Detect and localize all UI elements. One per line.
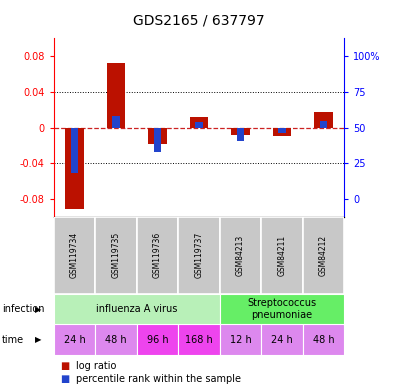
Bar xyxy=(95,324,137,355)
Bar xyxy=(303,324,344,355)
Bar xyxy=(137,324,178,355)
Bar xyxy=(220,324,261,355)
Bar xyxy=(154,127,161,152)
Bar xyxy=(195,122,203,127)
Bar xyxy=(95,217,137,294)
Bar xyxy=(65,127,84,209)
Bar xyxy=(148,127,167,144)
Text: 48 h: 48 h xyxy=(313,335,334,345)
Text: 12 h: 12 h xyxy=(230,335,252,345)
Bar xyxy=(137,217,178,294)
Bar xyxy=(273,127,291,136)
Bar xyxy=(190,117,208,127)
Text: 96 h: 96 h xyxy=(147,335,168,345)
Text: ■: ■ xyxy=(60,361,69,371)
Bar xyxy=(178,217,220,294)
Text: GSM119734: GSM119734 xyxy=(70,232,79,278)
Text: GSM84212: GSM84212 xyxy=(319,235,328,276)
Text: GSM119737: GSM119737 xyxy=(195,232,203,278)
Text: 48 h: 48 h xyxy=(105,335,127,345)
Text: log ratio: log ratio xyxy=(76,361,116,371)
Text: GSM84211: GSM84211 xyxy=(277,235,287,276)
Text: 168 h: 168 h xyxy=(185,335,213,345)
Bar xyxy=(178,324,220,355)
Text: percentile rank within the sample: percentile rank within the sample xyxy=(76,374,241,384)
Text: GSM119736: GSM119736 xyxy=(153,232,162,278)
Text: time: time xyxy=(2,335,24,345)
Text: influenza A virus: influenza A virus xyxy=(96,304,178,314)
Bar xyxy=(303,217,344,294)
Bar xyxy=(220,294,344,324)
Text: 24 h: 24 h xyxy=(64,335,85,345)
Bar xyxy=(261,324,303,355)
Bar xyxy=(237,127,244,141)
Bar xyxy=(71,127,78,174)
Text: Streptococcus
pneumoniae: Streptococcus pneumoniae xyxy=(248,298,316,320)
Bar xyxy=(54,294,220,324)
Text: GSM84213: GSM84213 xyxy=(236,235,245,276)
Bar xyxy=(261,217,303,294)
Bar xyxy=(112,116,120,127)
Bar xyxy=(107,63,125,127)
Text: ▶: ▶ xyxy=(35,305,41,314)
Bar xyxy=(278,127,286,133)
Bar xyxy=(54,217,95,294)
Text: GDS2165 / 637797: GDS2165 / 637797 xyxy=(133,13,265,27)
Text: GSM119735: GSM119735 xyxy=(111,232,121,278)
Text: 24 h: 24 h xyxy=(271,335,293,345)
Text: infection: infection xyxy=(2,304,45,314)
Text: ■: ■ xyxy=(60,374,69,384)
Bar xyxy=(54,324,95,355)
Bar xyxy=(220,217,261,294)
Bar xyxy=(314,112,333,127)
Bar xyxy=(231,127,250,135)
Bar xyxy=(320,121,327,127)
Text: ▶: ▶ xyxy=(35,335,41,344)
